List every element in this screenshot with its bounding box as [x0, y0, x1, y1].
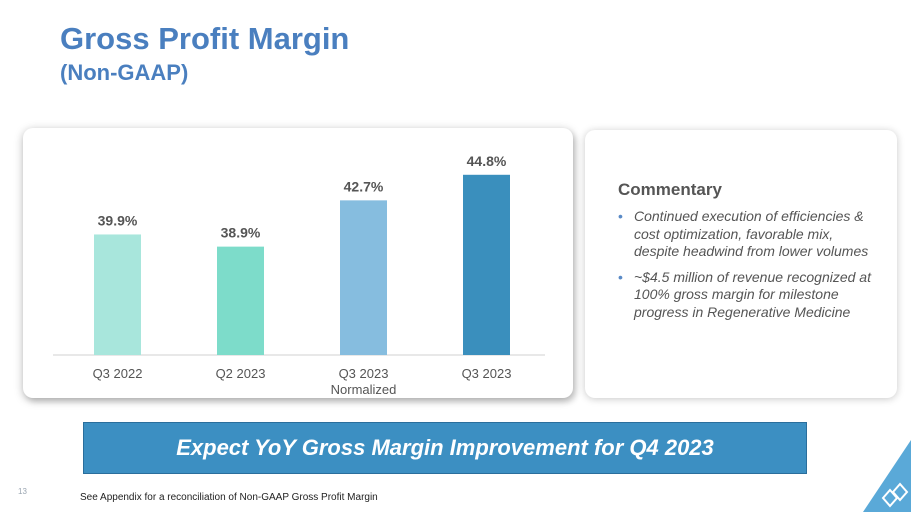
data-label: 39.9%	[98, 212, 138, 228]
bar	[94, 234, 141, 355]
banner-text: Expect YoY Gross Margin Improvement for …	[176, 435, 714, 460]
corner-logo-icon	[863, 440, 911, 512]
page-title: Gross Profit Margin	[60, 21, 350, 56]
chart-card: 39.9% Q3 2022 38.9% Q2 2023 42.7% Q3 2023 Norm…	[23, 128, 573, 398]
x-tick-label: Normalized	[331, 382, 397, 397]
logo-mark	[881, 482, 909, 508]
commentary-list: • Continued execution of efficiencies & …	[618, 208, 880, 329]
page-number: 13	[18, 487, 27, 496]
x-tick-label: Q3 2022	[93, 366, 143, 381]
commentary-item-text: Continued execution of efficiencies & co…	[634, 208, 869, 259]
bullet-icon: •	[618, 208, 623, 224]
bar	[217, 246, 264, 355]
x-tick-label: Q3 2023	[339, 366, 389, 381]
commentary-card: Commentary • Continued execution of effi…	[585, 130, 897, 398]
data-label: 42.7%	[344, 178, 384, 194]
commentary-item-text: ~$4.5 million of revenue recognized at 1…	[634, 268, 871, 320]
commentary-item: • ~$4.5 million of revenue recognized at…	[618, 269, 880, 322]
bar	[340, 200, 387, 355]
commentary-item: • Continued execution of efficiencies & …	[618, 208, 880, 261]
outlook-banner: Expect YoY Gross Margin Improvement for …	[83, 422, 807, 474]
page-subtitle: (Non-GAAP)	[60, 60, 189, 85]
data-label: 38.9%	[221, 225, 261, 241]
x-tick-label: Q2 2023	[216, 366, 266, 381]
corner-triangle	[863, 440, 911, 512]
commentary-title: Commentary	[618, 180, 722, 199]
bullet-icon: •	[618, 268, 623, 285]
x-tick-label: Q3 2023	[462, 366, 512, 381]
footnote: See Appendix for a reconciliation of Non…	[80, 492, 378, 503]
bar	[463, 174, 510, 355]
data-label: 44.8%	[467, 153, 507, 169]
